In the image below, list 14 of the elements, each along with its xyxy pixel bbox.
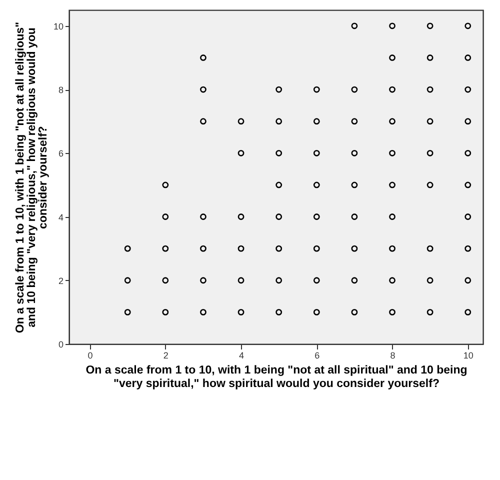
x-tick-label: 6 xyxy=(314,350,320,360)
x-tick-label: 2 xyxy=(163,350,168,360)
x-tick-label: 10 xyxy=(463,350,474,360)
x-tick-label: 4 xyxy=(239,350,244,360)
y-tick-label: 0 xyxy=(58,340,64,350)
y-tick-label: 8 xyxy=(58,85,64,96)
y-axis-title: On a scale from 1 to 10, with 1 being "not at all religious" and 10 being "very religious," how religious would you consider yourself? xyxy=(14,22,50,334)
y-tick-label: 2 xyxy=(58,276,64,286)
x-tick-label: 8 xyxy=(390,350,396,360)
y-tick-label: 6 xyxy=(58,148,64,159)
y-tick-label: 10 xyxy=(53,21,64,32)
x-tick-label: 0 xyxy=(88,350,93,360)
y-tick-label: 4 xyxy=(58,212,64,222)
x-axis-title: On a scale from 1 to 10, with 1 being "not at all spiritual" and 10 being "very spiritual," how spiritual would you consider yourself? xyxy=(86,364,468,390)
